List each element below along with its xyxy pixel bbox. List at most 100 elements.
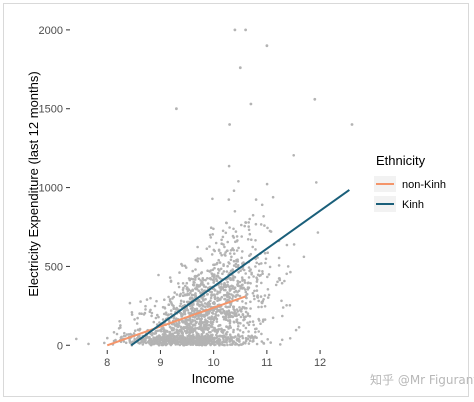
scatter-point — [200, 327, 204, 331]
scatter-point — [202, 337, 206, 340]
scatter-point — [260, 340, 264, 343]
scatter-point — [128, 341, 132, 344]
scatter-point — [238, 66, 242, 70]
scatter-point — [168, 332, 172, 336]
scatter-point — [232, 259, 236, 263]
scatter-point — [75, 337, 78, 341]
scatter-point — [257, 305, 260, 309]
scatter-point — [212, 263, 215, 267]
scatter-point — [241, 331, 245, 334]
scatter-point — [201, 297, 204, 300]
scatter-point — [188, 317, 192, 321]
scatter-point — [292, 243, 296, 246]
scatter-point — [249, 282, 252, 285]
scatter-point — [231, 268, 234, 271]
scatter-point — [172, 295, 175, 299]
scatter-point — [266, 296, 270, 299]
scatter-point — [237, 289, 241, 293]
scatter-point — [220, 312, 223, 315]
scatter-point — [285, 272, 289, 276]
scatter-point — [176, 325, 180, 329]
scatter-point — [177, 285, 181, 289]
scatter-point — [200, 271, 204, 274]
scatter-point — [221, 287, 225, 290]
scatter-point — [221, 340, 224, 344]
scatter-point — [237, 343, 241, 347]
scatter-point — [234, 289, 238, 293]
scatter-point — [175, 338, 179, 341]
scatter-point — [220, 285, 223, 288]
scatter-point — [212, 273, 216, 276]
scatter-point — [209, 236, 213, 239]
scatter-point — [141, 343, 145, 346]
scatter-point — [222, 309, 226, 313]
scatter-point — [280, 338, 284, 342]
scatter-point — [266, 226, 269, 230]
scatter-point — [170, 302, 173, 305]
scatter-point — [145, 298, 149, 301]
scatter-point — [182, 300, 186, 304]
scatter-point — [163, 332, 166, 336]
scatter-point — [206, 282, 210, 285]
scatter-point — [232, 236, 236, 239]
scatter-point — [219, 288, 222, 292]
scatter-point — [185, 300, 189, 304]
figure-frame — [3, 3, 469, 397]
scatter-point — [199, 343, 203, 346]
scatter-point — [191, 329, 195, 333]
scatter-point — [213, 330, 217, 333]
scatter-point — [241, 313, 245, 316]
scatter-point — [207, 323, 211, 327]
scatter-point — [216, 274, 219, 278]
scatter-point — [229, 249, 233, 252]
scatter-point — [180, 320, 184, 323]
scatter-point — [201, 281, 204, 284]
scatter-point — [156, 313, 159, 317]
scatter-point — [175, 293, 179, 296]
scatter-point — [161, 318, 165, 321]
legend-title: Ethnicity — [376, 153, 426, 168]
scatter-point — [205, 321, 209, 325]
scatter-point — [174, 335, 178, 338]
scatter-point — [217, 249, 221, 252]
scatter-point — [192, 280, 195, 284]
scatter-point — [210, 315, 214, 318]
scatter-point — [239, 287, 242, 290]
scatter-point — [162, 312, 166, 316]
scatter-point — [235, 249, 239, 252]
scatter-point — [223, 329, 226, 332]
scatter-point — [238, 329, 242, 332]
scatter-point — [221, 235, 225, 239]
scatter-point — [149, 308, 152, 312]
scatter-point — [162, 326, 165, 330]
scatter-point — [240, 343, 243, 346]
scatter-point — [227, 309, 231, 313]
scatter-point — [179, 337, 182, 341]
scatter-point — [263, 305, 267, 308]
scatter-point — [150, 314, 153, 318]
scatter-point — [224, 305, 227, 308]
scatter-point — [251, 213, 255, 217]
scatter-point — [254, 330, 257, 334]
scatter-point — [224, 254, 227, 257]
scatter-point — [250, 271, 253, 275]
scatter-point — [191, 309, 195, 312]
scatter-point — [246, 286, 250, 289]
scatter-point — [253, 297, 256, 301]
y-tick-label: 500 — [45, 261, 63, 273]
scatter-point — [151, 342, 154, 345]
scatter-point — [260, 203, 264, 207]
scatter-point — [130, 311, 134, 314]
scatter-point — [190, 277, 193, 281]
scatter-point — [171, 338, 174, 341]
scatter-point — [189, 330, 192, 334]
scatter-point — [140, 312, 143, 316]
scatter-point — [241, 305, 245, 309]
scatter-point — [186, 309, 190, 312]
scatter-point — [218, 276, 221, 280]
scatter-point — [204, 278, 207, 282]
scatter-point — [191, 320, 194, 323]
scatter-point — [244, 302, 248, 305]
x-axis-title: Income — [192, 371, 235, 386]
scatter-point — [206, 333, 210, 337]
